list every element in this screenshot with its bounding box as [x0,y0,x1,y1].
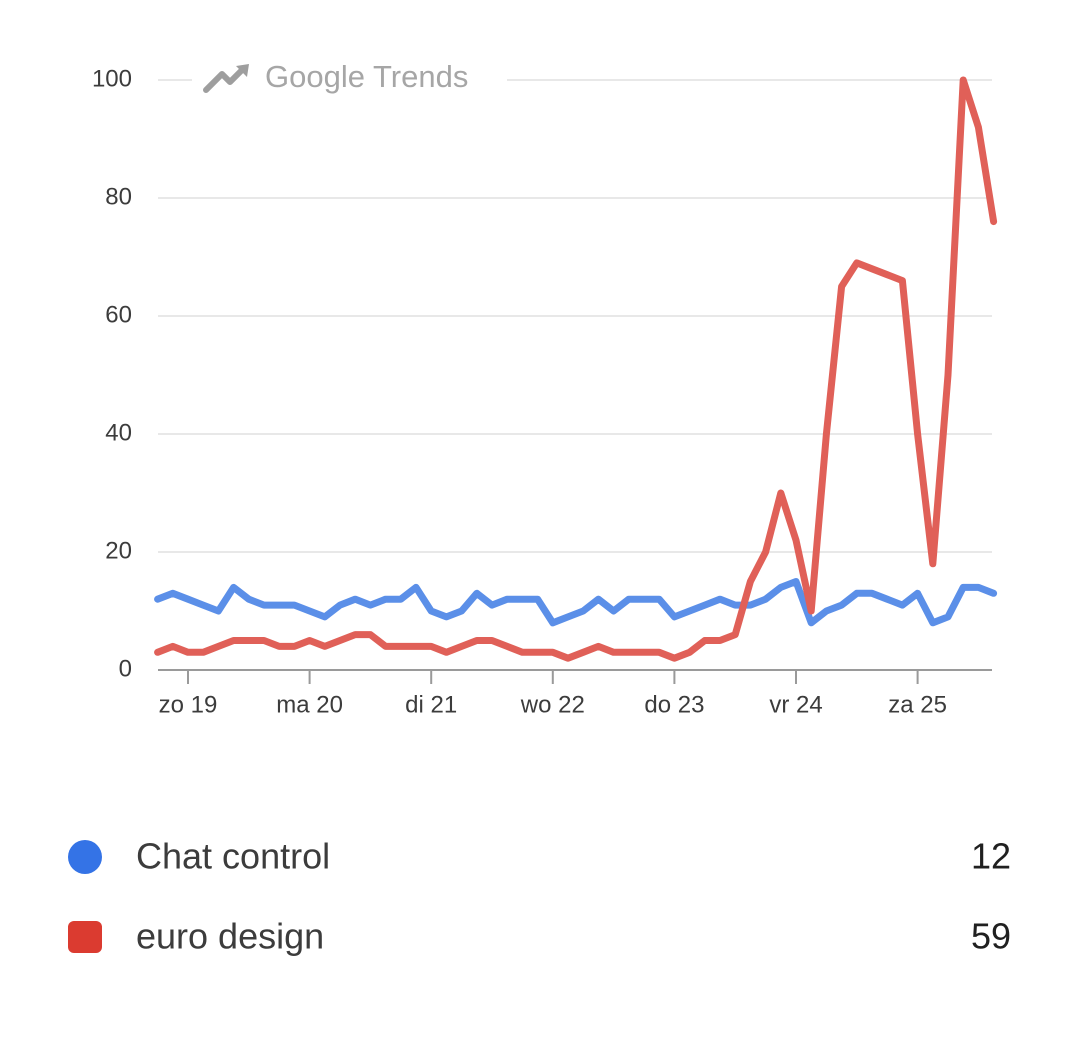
watermark-icon [203,65,247,93]
legend-swatch [68,921,102,953]
series-line [154,76,998,662]
y-tick-label: 20 [105,537,132,564]
x-tick-label: vr 24 [769,691,822,718]
watermark-icon-arrow [236,64,249,77]
y-tick-label: 100 [92,65,132,92]
legend-label: euro design [136,916,324,957]
y-tick-label: 80 [105,183,132,210]
plot [154,76,998,662]
legend-value: 12 [971,836,1011,877]
watermark: Google Trends [265,59,468,94]
y-tick-label: 40 [105,419,132,446]
legend-swatch [68,840,102,874]
series-line [154,578,998,627]
y-tick-label: 60 [105,301,132,328]
legend-label: Chat control [136,836,330,877]
legend-value: 59 [971,916,1011,957]
y-tick-label: 0 [119,655,132,682]
x-tick-label: di 21 [405,691,457,718]
x-tick-label: zo 19 [159,691,218,718]
x-tick-label: wo 22 [520,691,585,718]
legend: Chat control 12 euro design 59 [68,836,1011,957]
x-tick-label: za 25 [888,691,947,718]
x-tick-label: ma 20 [276,691,343,718]
x-tick-label: do 23 [644,691,704,718]
watermark-backdrop [192,58,507,98]
